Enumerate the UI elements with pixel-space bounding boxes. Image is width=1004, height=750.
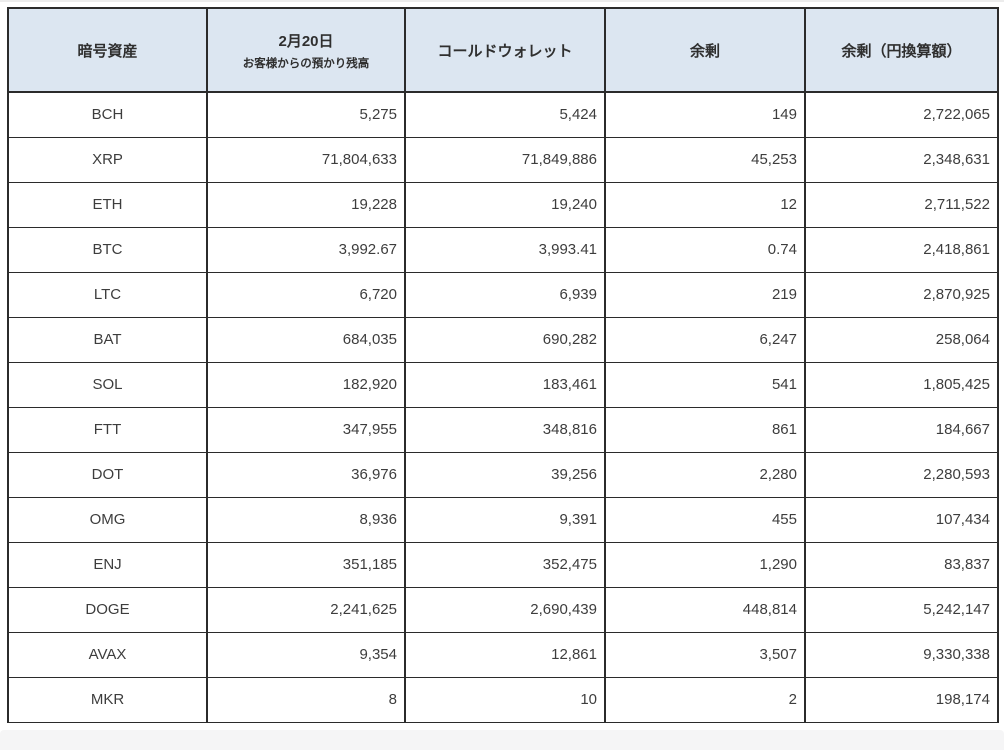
table-body: BCH 5,275 5,424 149 2,722,065 XRP 71,804,633 71…	[7, 91, 999, 723]
cold-wallet-cell: 9,391	[404, 496, 606, 543]
deposit-cell: 71,804,633	[206, 136, 406, 183]
asset-cell: MKR	[7, 676, 208, 723]
col-header-deposit: 2月20日 お客様からの預かり残高	[206, 7, 406, 93]
asset-cell: AVAX	[7, 631, 208, 678]
table-row: BCH 5,275 5,424 149 2,722,065	[7, 91, 999, 138]
col-header-asset: 暗号資産	[7, 7, 208, 93]
surplus-jpy-cell: 1,805,425	[804, 361, 999, 408]
table-row: AVAX 9,354 12,861 3,507 9,330,338	[7, 631, 999, 678]
surplus-cell: 0.74	[604, 226, 806, 273]
asset-cell: ETH	[7, 181, 208, 228]
balance-table-container: 暗号資産 2月20日 お客様からの預かり残高 コールドウォレット 余剰 余剰（円…	[7, 7, 999, 723]
surplus-jpy-cell: 107,434	[804, 496, 999, 543]
deposit-cell: 6,720	[206, 271, 406, 318]
top-edge-line	[0, 0, 1004, 2]
deposit-cell: 8,936	[206, 496, 406, 543]
deposit-cell: 5,275	[206, 91, 406, 138]
surplus-jpy-cell: 9,330,338	[804, 631, 999, 678]
surplus-jpy-cell: 2,722,065	[804, 91, 999, 138]
asset-cell: BTC	[7, 226, 208, 273]
surplus-jpy-cell: 184,667	[804, 406, 999, 453]
surplus-jpy-cell: 2,348,631	[804, 136, 999, 183]
col-header-surplus: 余剰	[604, 7, 806, 93]
asset-cell: BAT	[7, 316, 208, 363]
surplus-cell: 2,280	[604, 451, 806, 498]
surplus-jpy-cell: 2,418,861	[804, 226, 999, 273]
table-row: SOL 182,920 183,461 541 1,805,425	[7, 361, 999, 408]
table-header: 暗号資産 2月20日 お客様からの預かり残高 コールドウォレット 余剰 余剰（円…	[7, 7, 999, 93]
cold-wallet-cell: 2,690,439	[404, 586, 606, 633]
col-header-deposit-date: 2月20日	[278, 32, 334, 50]
surplus-cell: 12	[604, 181, 806, 228]
cold-wallet-cell: 12,861	[404, 631, 606, 678]
asset-cell: XRP	[7, 136, 208, 183]
asset-cell: DOGE	[7, 586, 208, 633]
cold-wallet-cell: 348,816	[404, 406, 606, 453]
deposit-cell: 36,976	[206, 451, 406, 498]
cold-wallet-cell: 39,256	[404, 451, 606, 498]
cold-wallet-cell: 3,993.41	[404, 226, 606, 273]
surplus-cell: 448,814	[604, 586, 806, 633]
asset-cell: OMG	[7, 496, 208, 543]
surplus-cell: 541	[604, 361, 806, 408]
surplus-cell: 219	[604, 271, 806, 318]
deposit-cell: 8	[206, 676, 406, 723]
table-row: ETH 19,228 19,240 12 2,711,522	[7, 181, 999, 228]
surplus-cell: 6,247	[604, 316, 806, 363]
deposit-cell: 2,241,625	[206, 586, 406, 633]
table-row: FTT 347,955 348,816 861 184,667	[7, 406, 999, 453]
surplus-jpy-cell: 198,174	[804, 676, 999, 723]
surplus-cell: 861	[604, 406, 806, 453]
deposit-cell: 347,955	[206, 406, 406, 453]
table-row: LTC 6,720 6,939 219 2,870,925	[7, 271, 999, 318]
table-row: XRP 71,804,633 71,849,886 45,253 2,348,631	[7, 136, 999, 183]
surplus-cell: 2	[604, 676, 806, 723]
deposit-cell: 9,354	[206, 631, 406, 678]
header-row: 暗号資産 2月20日 お客様からの預かり残高 コールドウォレット 余剰 余剰（円…	[7, 7, 999, 93]
table-row: OMG 8,936 9,391 455 107,434	[7, 496, 999, 543]
cold-wallet-cell: 5,424	[404, 91, 606, 138]
asset-cell: LTC	[7, 271, 208, 318]
deposit-cell: 684,035	[206, 316, 406, 363]
table-row: DOGE 2,241,625 2,690,439 448,814 5,242,147	[7, 586, 999, 633]
cold-wallet-cell: 352,475	[404, 541, 606, 588]
asset-cell: DOT	[7, 451, 208, 498]
table-row: ENJ 351,185 352,475 1,290 83,837	[7, 541, 999, 588]
table-row: DOT 36,976 39,256 2,280 2,280,593	[7, 451, 999, 498]
asset-cell: SOL	[7, 361, 208, 408]
deposit-cell: 351,185	[206, 541, 406, 588]
asset-cell: FTT	[7, 406, 208, 453]
surplus-jpy-cell: 2,870,925	[804, 271, 999, 318]
surplus-cell: 45,253	[604, 136, 806, 183]
cold-wallet-cell: 71,849,886	[404, 136, 606, 183]
surplus-cell: 455	[604, 496, 806, 543]
cold-wallet-cell: 19,240	[404, 181, 606, 228]
cold-wallet-cell: 183,461	[404, 361, 606, 408]
cold-wallet-cell: 10	[404, 676, 606, 723]
col-header-cold-wallet: コールドウォレット	[404, 7, 606, 93]
surplus-jpy-cell: 2,711,522	[804, 181, 999, 228]
col-header-surplus-jpy: 余剰（円換算額）	[804, 7, 999, 93]
surplus-jpy-cell: 83,837	[804, 541, 999, 588]
asset-cell: BCH	[7, 91, 208, 138]
surplus-cell: 3,507	[604, 631, 806, 678]
surplus-cell: 1,290	[604, 541, 806, 588]
col-header-deposit-subtitle: お客様からの預かり残高	[242, 57, 370, 70]
cold-wallet-cell: 6,939	[404, 271, 606, 318]
surplus-jpy-cell: 2,280,593	[804, 451, 999, 498]
cold-wallet-cell: 690,282	[404, 316, 606, 363]
surplus-jpy-cell: 5,242,147	[804, 586, 999, 633]
table-row: MKR 8 10 2 198,174	[7, 676, 999, 723]
deposit-cell: 19,228	[206, 181, 406, 228]
asset-cell: ENJ	[7, 541, 208, 588]
surplus-jpy-cell: 258,064	[804, 316, 999, 363]
footer-bar	[0, 730, 1004, 750]
table-row: BTC 3,992.67 3,993.41 0.74 2,418,861	[7, 226, 999, 273]
surplus-cell: 149	[604, 91, 806, 138]
table-row: BAT 684,035 690,282 6,247 258,064	[7, 316, 999, 363]
deposit-cell: 182,920	[206, 361, 406, 408]
crypto-balance-table: 暗号資産 2月20日 お客様からの預かり残高 コールドウォレット 余剰 余剰（円…	[7, 7, 999, 723]
deposit-cell: 3,992.67	[206, 226, 406, 273]
